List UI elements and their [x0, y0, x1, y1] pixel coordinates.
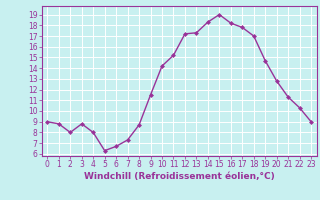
X-axis label: Windchill (Refroidissement éolien,°C): Windchill (Refroidissement éolien,°C): [84, 172, 275, 181]
